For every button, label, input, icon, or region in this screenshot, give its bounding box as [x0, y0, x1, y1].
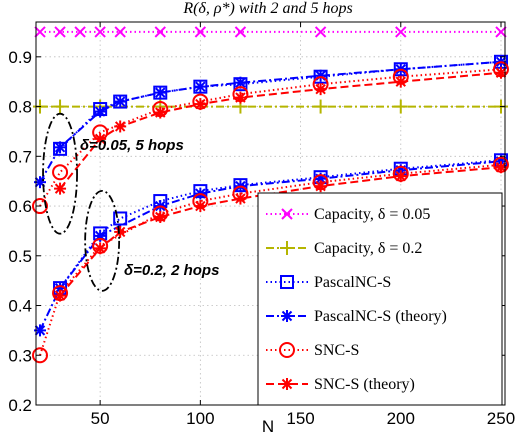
- y-tick-label: 0.6: [8, 197, 32, 216]
- data-point: [394, 75, 407, 88]
- legend-label: PascalNC-S: [314, 274, 391, 291]
- data-point: [34, 26, 46, 38]
- data-point: [94, 132, 107, 145]
- x-tick-label: 150: [286, 409, 314, 428]
- data-point: [53, 99, 68, 114]
- data-point: [54, 26, 66, 38]
- data-point: [279, 342, 295, 358]
- data-point: [281, 378, 293, 390]
- series: [54, 161, 507, 302]
- x-axis-label: N: [262, 417, 274, 436]
- data-point: [154, 106, 167, 119]
- data-point: [113, 211, 128, 226]
- series: [34, 55, 507, 189]
- data-point: [74, 26, 86, 38]
- data-point: [281, 310, 293, 322]
- annotations: δ=0.05, 5 hops δ=0.2, 2 hops: [42, 112, 219, 292]
- data-point: [234, 26, 247, 38]
- data-point: [281, 208, 293, 220]
- y-tick-label: 0.2: [8, 396, 32, 415]
- legend-entry: SNC-S: [266, 342, 359, 359]
- series-line: [39, 60, 502, 183]
- annotation-ellipse-2-hops: [84, 189, 121, 292]
- data-point: [54, 141, 67, 154]
- y-tick-label: 0.4: [8, 297, 32, 316]
- data-point: [52, 164, 69, 181]
- data-point: [114, 120, 127, 133]
- x-tick-label: 250: [487, 409, 515, 428]
- data-point: [314, 180, 327, 193]
- legend-entry: PascalNC-S: [266, 274, 391, 291]
- data-point: [234, 91, 247, 104]
- data-point: [114, 95, 127, 108]
- data-point: [94, 242, 107, 255]
- data-point: [154, 26, 166, 38]
- data-point: [32, 198, 49, 215]
- chart-title: R(δ, ρ*) with 2 and 5 hops: [182, 0, 352, 17]
- data-point: [54, 182, 67, 195]
- legend-entry: SNC-S (theory): [266, 376, 415, 393]
- legend-entry: Capacity, δ = 0.05: [266, 206, 430, 223]
- y-tick-label: 0.8: [8, 98, 32, 117]
- data-point: [313, 99, 328, 114]
- legend-label: SNC-S (theory): [314, 376, 415, 393]
- data-point: [194, 80, 207, 93]
- data-point: [114, 225, 127, 238]
- data-point: [194, 98, 207, 111]
- legend-entry: Capacity, δ = 0.2: [266, 240, 422, 257]
- axes: 50 100 150 200 250 0.2 0.3 0.4 0.5 0.6 0.7 0.8 0.9: [8, 21, 515, 428]
- data-point: [32, 347, 49, 364]
- series-line: [59, 71, 502, 190]
- data-point: [394, 170, 407, 183]
- annotation-label-5-hops: δ=0.05, 5 hops: [80, 137, 184, 154]
- series: [34, 26, 507, 38]
- y-tick-label: 0.5: [8, 247, 32, 266]
- legend-label: Capacity, δ = 0.2: [314, 240, 422, 257]
- data-point: [94, 26, 106, 38]
- data-point: [194, 200, 207, 213]
- x-tick-label: 100: [186, 409, 214, 428]
- legend: Capacity, δ = 0.05 Capacity, δ = 0.2 Pasca…: [257, 192, 503, 406]
- data-point: [495, 26, 507, 38]
- series-line: [39, 163, 502, 356]
- x-tick-label: 200: [387, 409, 415, 428]
- legend-entry: PascalNC-S (theory): [266, 308, 447, 325]
- legend-box: [257, 192, 503, 406]
- series: [54, 66, 507, 195]
- data-point: [114, 26, 126, 38]
- x-tick-label: 50: [91, 409, 110, 428]
- data-point: [154, 210, 167, 223]
- data-point: [314, 83, 327, 96]
- annotation-ellipse-5-hops: [42, 112, 78, 235]
- legend-label: Capacity, δ = 0.05: [314, 206, 430, 223]
- data-point: [154, 86, 167, 99]
- series-line: [39, 160, 502, 331]
- series-layer: [32, 26, 509, 364]
- legend-label: SNC-S: [314, 342, 359, 359]
- data-point: [194, 26, 207, 38]
- data-point: [280, 241, 294, 255]
- data-point: [393, 99, 408, 114]
- y-tick-label: 0.7: [8, 147, 32, 166]
- data-point: [94, 105, 107, 118]
- data-point: [395, 26, 407, 38]
- annotation-label-2-hops: δ=0.2, 2 hops: [124, 262, 219, 279]
- data-point: [54, 289, 67, 302]
- y-tick-label: 0.3: [8, 346, 32, 365]
- legend-label: PascalNC-S (theory): [314, 308, 447, 325]
- data-point: [314, 69, 327, 82]
- y-tick-label: 0.9: [8, 48, 32, 67]
- data-point: [234, 192, 247, 205]
- data-point: [280, 275, 294, 289]
- data-point: [314, 26, 327, 38]
